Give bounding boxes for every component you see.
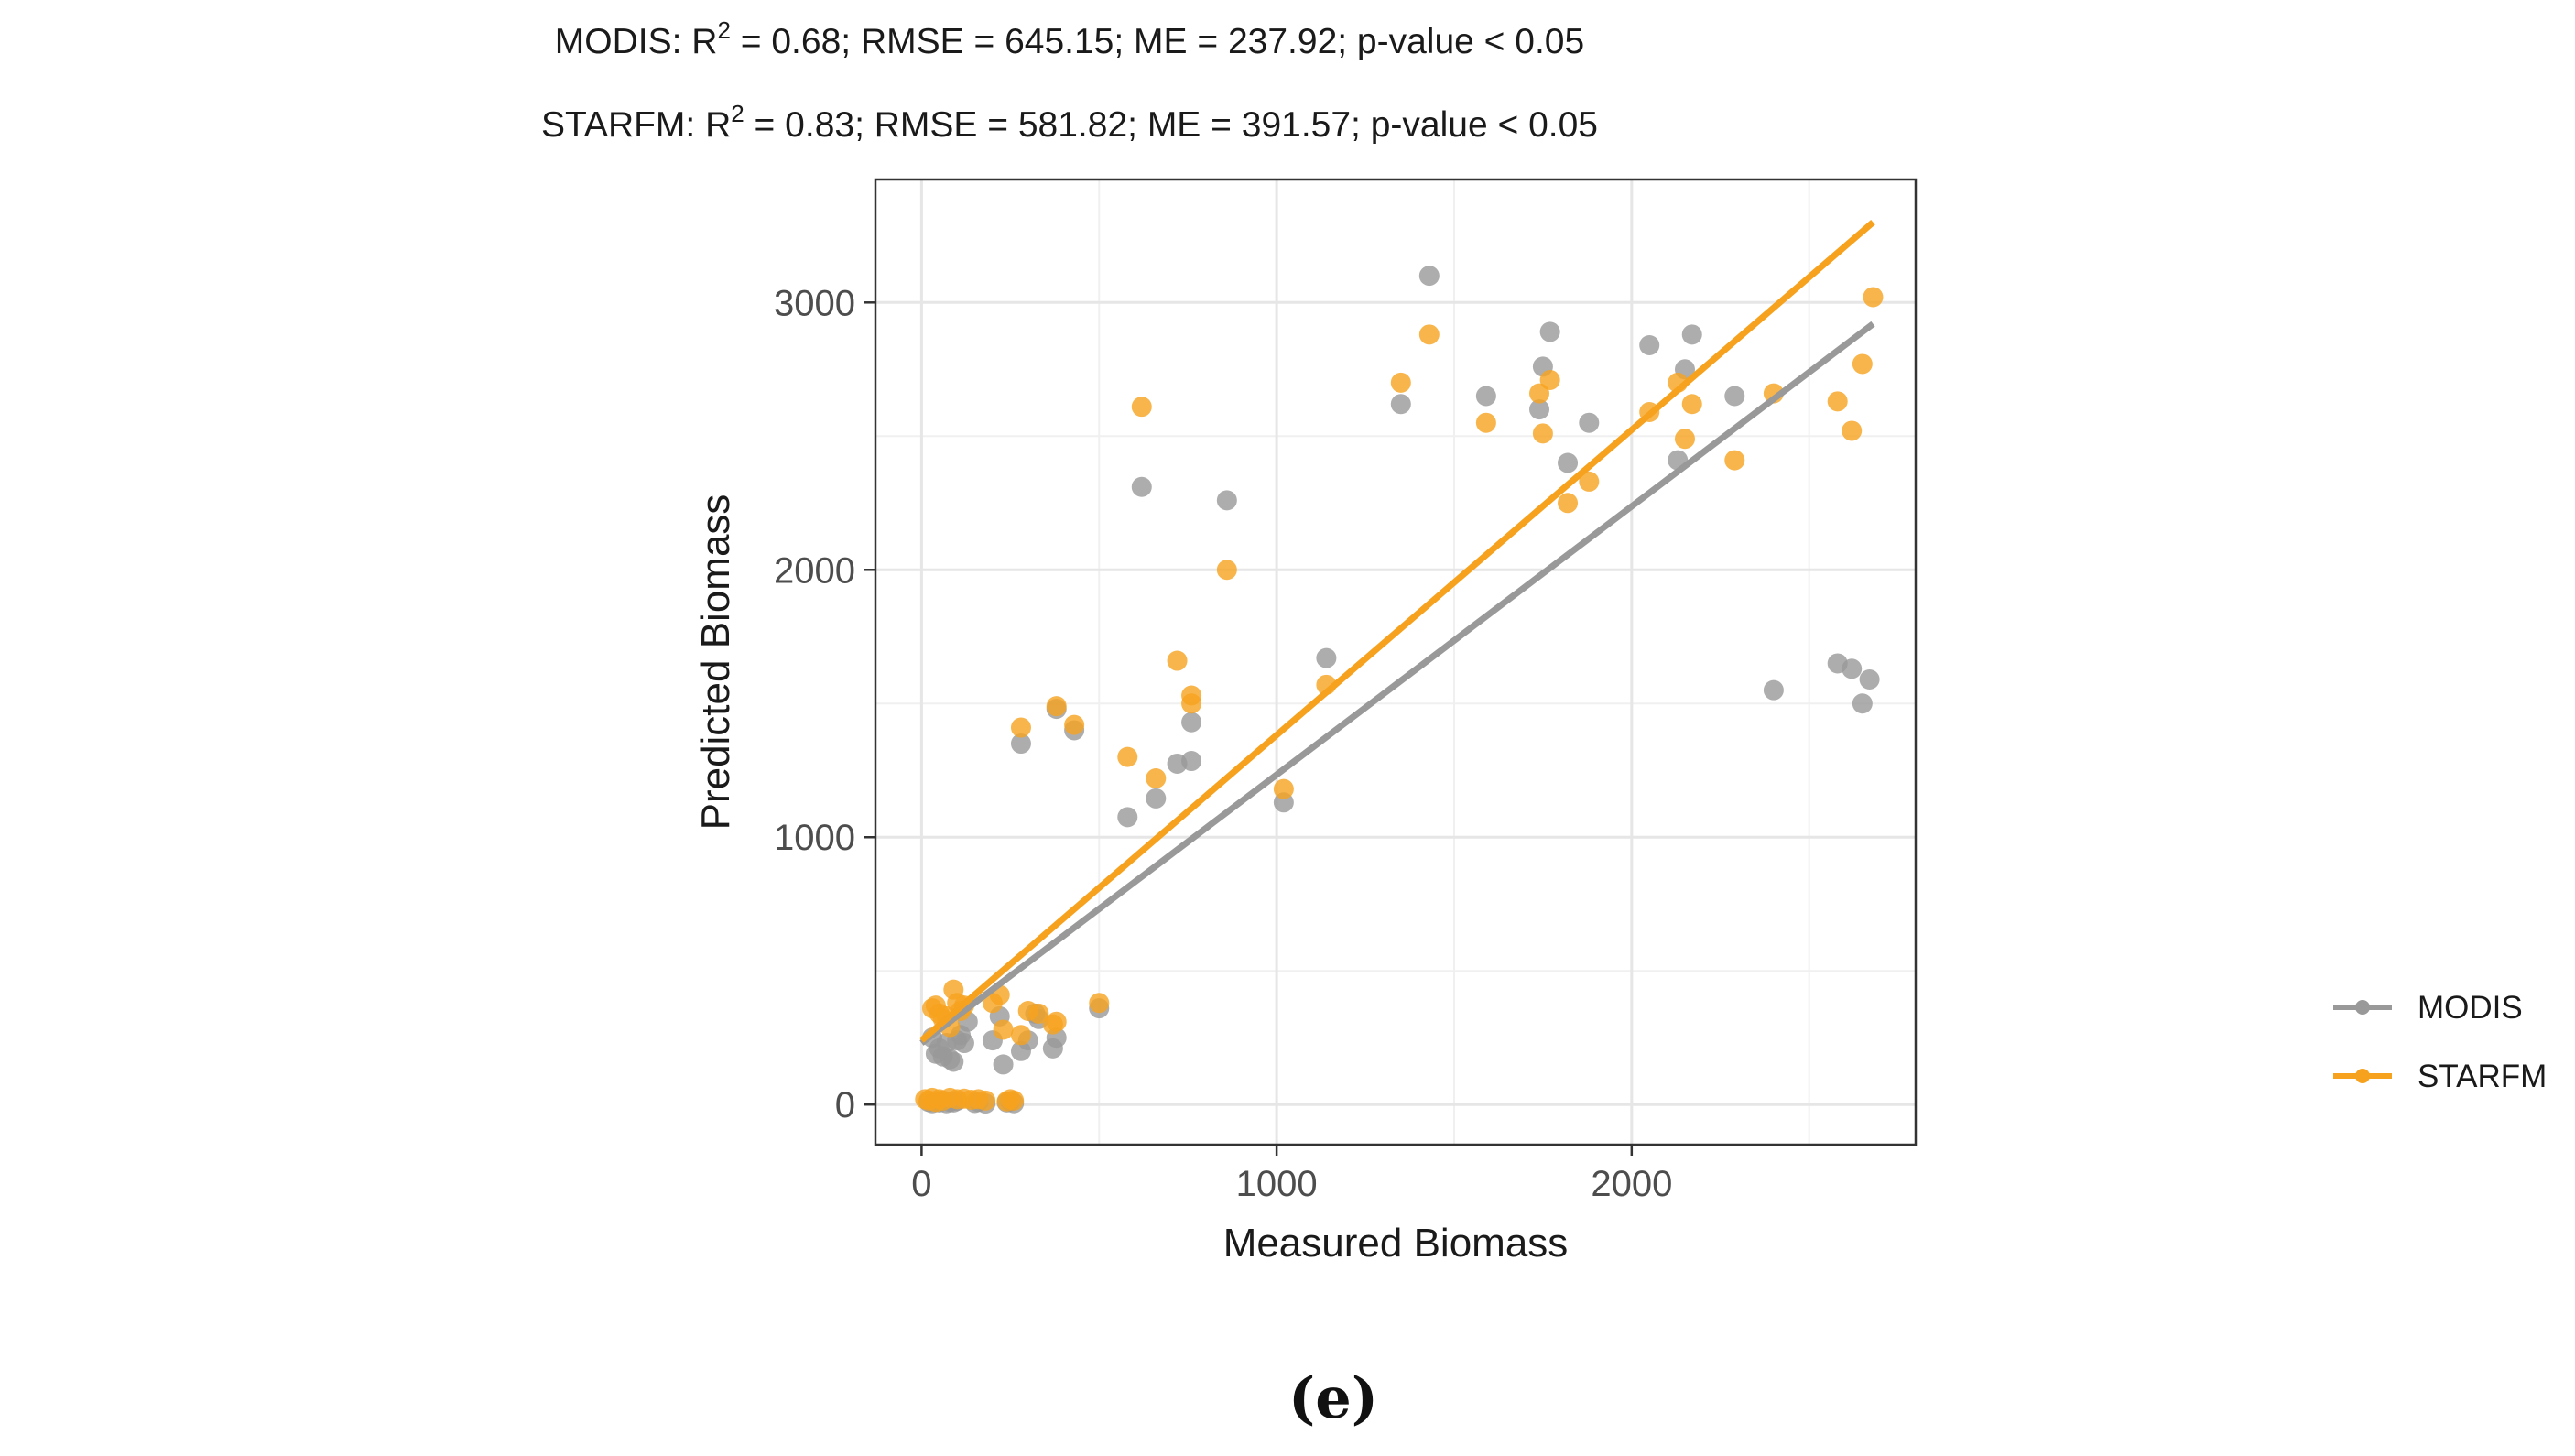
modis-point <box>1216 490 1237 511</box>
stats-modis-rest: = 0.68; RMSE = 645.15; ME = 237.92; p-va… <box>731 22 1584 61</box>
panel-label: (e) <box>1288 1364 1378 1431</box>
legend-modis-label: MODIS <box>2417 990 2523 1026</box>
modis-point <box>1852 693 1873 714</box>
stats-starfm-sup: 2 <box>731 100 744 127</box>
starfm-point <box>1273 778 1294 799</box>
starfm-point <box>1046 696 1067 717</box>
modis-fit-line <box>919 321 1875 1046</box>
modis-point <box>1579 412 1600 433</box>
starfm-point <box>1089 993 1110 1014</box>
starfm-point <box>1842 420 1863 441</box>
legend-starfm-marker <box>2355 1069 2370 1083</box>
starfm-point <box>1674 429 1695 450</box>
modis-point <box>1316 647 1337 668</box>
starfm-point <box>1028 1003 1049 1024</box>
starfm-point <box>1827 391 1848 412</box>
modis-point <box>943 1051 964 1072</box>
modis-point <box>1390 394 1411 415</box>
stats-line-starfm: STARFM: R2 = 0.83; RMSE = 581.82; ME = 3… <box>541 100 1598 145</box>
starfm-point <box>1863 287 1884 308</box>
modis-point <box>1131 476 1152 497</box>
starfm-point <box>1064 714 1085 735</box>
starfm-point <box>1579 471 1600 492</box>
y-tick-label: 3000 <box>774 283 855 323</box>
modis-point <box>1859 668 1880 690</box>
modis-point <box>1475 386 1496 407</box>
starfm-point <box>1558 493 1579 514</box>
starfm-point <box>1539 369 1560 390</box>
modis-point <box>1539 321 1560 342</box>
starfm-point <box>1681 394 1702 415</box>
starfm-fit-line <box>919 220 1875 1043</box>
starfm-point <box>975 1090 996 1111</box>
modis-point <box>1181 751 1202 772</box>
stats-starfm-prefix: STARFM: R <box>541 105 731 145</box>
legend-modis-marker <box>2355 1000 2370 1015</box>
series-starfm <box>915 287 1884 1113</box>
modis-point <box>1639 335 1660 356</box>
starfm-point <box>1117 746 1138 767</box>
modis-point <box>1418 266 1440 287</box>
modis-point <box>1181 712 1202 733</box>
plot-panel <box>875 179 1916 1145</box>
y-tick-label: 2000 <box>774 550 855 591</box>
stats-starfm-rest: = 0.83; RMSE = 581.82; ME = 391.57; p-va… <box>744 105 1598 145</box>
modis-point <box>1529 399 1550 420</box>
y-tick-label: 0 <box>835 1085 855 1125</box>
starfm-point <box>1131 397 1152 418</box>
modis-point <box>1724 386 1745 407</box>
stats-modis-prefix: MODIS: R <box>555 22 718 61</box>
modis-point <box>953 1033 974 1054</box>
starfm-point <box>1532 423 1553 444</box>
starfm-point <box>1146 768 1167 789</box>
starfm-point <box>1724 450 1745 471</box>
modis-point <box>993 1054 1014 1075</box>
modis-point <box>1842 658 1863 679</box>
y-axis-label: Predicted Biomass <box>693 494 738 831</box>
starfm-point <box>1181 693 1202 714</box>
modis-point <box>1681 324 1702 345</box>
modis-point <box>1558 452 1579 473</box>
starfm-point <box>1010 717 1031 738</box>
series-layer <box>915 220 1884 1114</box>
starfm-point <box>1475 412 1496 433</box>
starfm-point <box>1046 1011 1067 1032</box>
modis-point <box>1763 679 1784 701</box>
starfm-point <box>1390 372 1411 393</box>
starfm-point <box>1852 353 1873 375</box>
legend-starfm-label: STARFM <box>2417 1059 2547 1094</box>
gridlines <box>875 179 1916 1145</box>
modis-point <box>1146 788 1167 809</box>
starfm-point <box>1010 1025 1031 1046</box>
plot-panel-border <box>874 178 1918 1146</box>
modis-point <box>1010 733 1031 755</box>
x-tick-label: 0 <box>911 1164 931 1204</box>
x-axis-label: Measured Biomass <box>1223 1221 1569 1266</box>
legend: MODIS STARFM <box>2333 990 2547 1094</box>
y-tick-label: 1000 <box>774 818 855 858</box>
starfm-point <box>1418 324 1440 345</box>
starfm-point <box>1004 1090 1025 1111</box>
x-tick-label: 2000 <box>1591 1164 1672 1204</box>
starfm-point <box>1216 560 1237 581</box>
starfm-point <box>1167 650 1188 671</box>
x-tick-label: 1000 <box>1236 1164 1318 1204</box>
axis-ticks: 0 1000 2000 0 1000 2000 3000 <box>774 283 1672 1204</box>
stats-modis-sup: 2 <box>717 16 730 44</box>
modis-point <box>1117 807 1138 828</box>
starfm-point <box>993 1019 1014 1040</box>
stats-line-modis: MODIS: R2 = 0.68; RMSE = 645.15; ME = 23… <box>555 16 1584 61</box>
